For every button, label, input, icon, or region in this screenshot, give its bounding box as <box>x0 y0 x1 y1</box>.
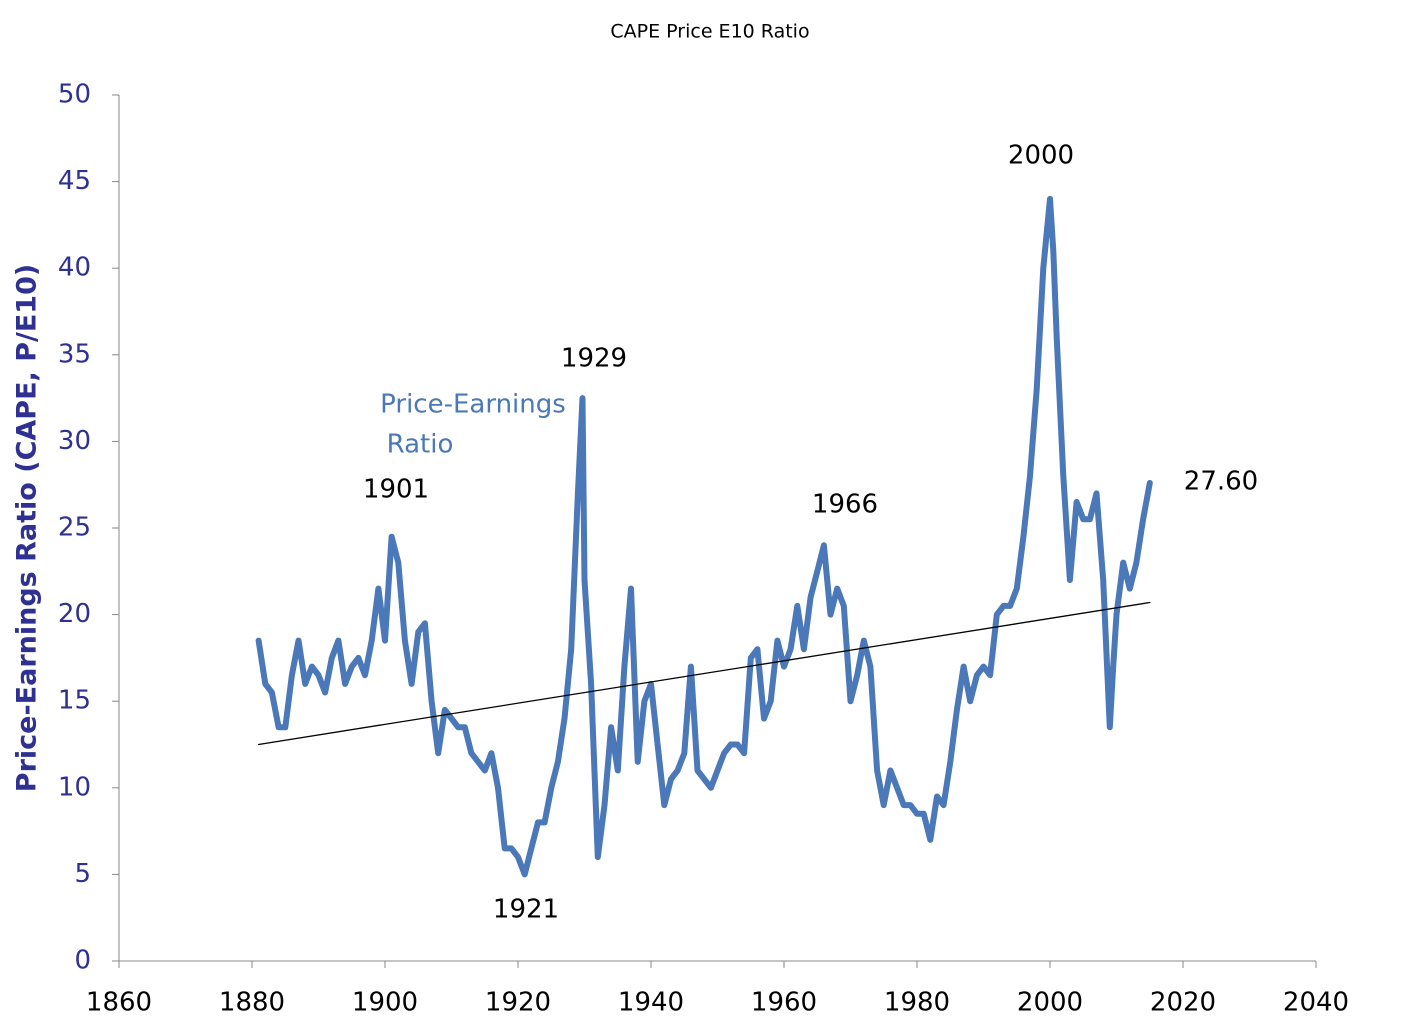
annotation: 1921 <box>493 895 559 925</box>
y-tick-label: 0 <box>74 946 91 976</box>
x-tick-label: 2020 <box>1150 988 1216 1018</box>
x-tick-label: 1940 <box>618 988 684 1018</box>
y-tick-label: 15 <box>58 686 91 716</box>
cape-line <box>255 195 1153 878</box>
annotation: Ratio <box>387 430 454 460</box>
x-tick-label: 1900 <box>352 988 418 1018</box>
y-tick-label: 20 <box>58 599 91 629</box>
y-tick-label: 30 <box>58 426 91 456</box>
x-tick-label: 1980 <box>884 988 950 1018</box>
annotation: 1929 <box>561 344 627 374</box>
x-tick-label: 1960 <box>751 988 817 1018</box>
trend-line <box>257 601 1151 746</box>
y-tick-label: 25 <box>58 513 91 543</box>
x-tick-label: 2000 <box>1017 988 1083 1018</box>
annotation: 2000 <box>1008 141 1074 171</box>
x-tick-label: 2040 <box>1283 988 1349 1018</box>
y-tick-label: 10 <box>58 772 91 802</box>
x-tick-label: 1880 <box>219 988 285 1018</box>
y-axis-title: Price-Earnings Ratio (CAPE, P/E10) <box>12 264 43 792</box>
annotation: 1966 <box>812 490 878 520</box>
chart-title: CAPE Price E10 Ratio <box>610 21 809 43</box>
x-tick-label: 1860 <box>86 988 152 1018</box>
x-tick-label: 1920 <box>485 988 551 1018</box>
y-tick-label: 5 <box>74 859 91 889</box>
annotation: Price-Earnings <box>380 390 566 420</box>
y-tick-label: 45 <box>58 166 91 196</box>
annotation: 27.60 <box>1184 467 1258 497</box>
y-tick-label: 35 <box>58 339 91 369</box>
annotation: 1901 <box>363 475 429 505</box>
y-tick-label: 40 <box>58 253 91 283</box>
y-tick-label: 50 <box>58 80 91 110</box>
